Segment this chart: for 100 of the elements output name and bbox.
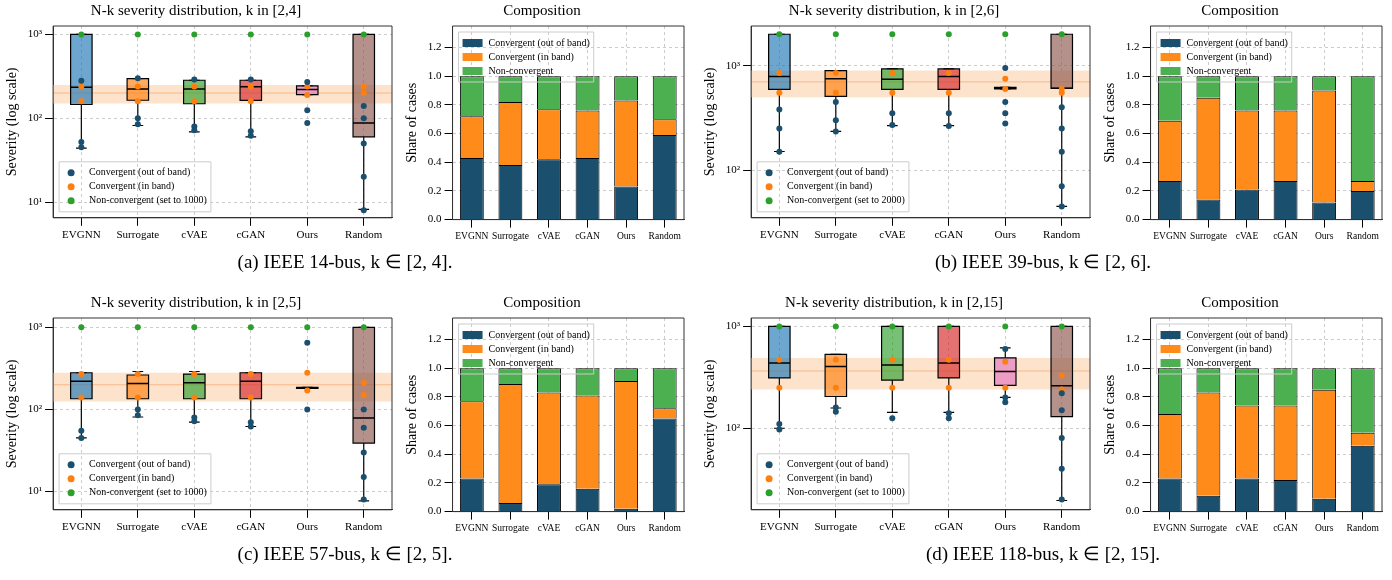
x-tick-label: Surrogate <box>116 228 160 241</box>
x-tick-label: cVAE <box>537 230 561 241</box>
legend-label: Convergent (out of band) <box>1186 328 1288 341</box>
legend-label: Convergent (out of band) <box>488 328 590 341</box>
x-tick-label: Ours <box>616 230 636 241</box>
y-tick-label: 0.0 <box>427 504 443 517</box>
y-tick-label: 0.6 <box>1125 418 1141 431</box>
legend-label: Non-convergent (set to 2000) <box>787 194 905 207</box>
x-tick-label: EVGNN <box>455 522 489 533</box>
x-tick-label: cGAN <box>575 522 601 533</box>
y-tick-label: 10³ <box>27 27 43 40</box>
y-axis-title: Share of cases <box>404 374 420 455</box>
x-tick-label: Ours <box>994 520 1016 533</box>
x-tick-label: Random <box>648 230 682 241</box>
chart-title: Composition <box>1201 1 1280 18</box>
y-tick-label: 0.0 <box>1125 212 1141 225</box>
x-tick-label: EVGNN <box>1153 522 1187 533</box>
x-tick-label: Random <box>648 522 682 533</box>
y-tick-label: 1.2 <box>427 332 442 345</box>
x-tick-label: cGAN <box>934 520 964 533</box>
y-tick-label: 0.6 <box>427 126 443 139</box>
y-axis-title: Severity (log scale) <box>4 359 21 469</box>
legend-label: Convergent (in band) <box>1186 342 1272 355</box>
chart-title: N-k severity distribution, k in [2,4] <box>90 1 302 18</box>
chart-title: N-k severity distribution, k in [2,6] <box>788 1 1000 18</box>
y-tick-label: 0.2 <box>427 475 442 488</box>
y-tick-label: 0.4 <box>1125 155 1141 168</box>
y-tick-label: 0.2 <box>1125 475 1140 488</box>
chart-title: Composition <box>503 1 582 18</box>
chart-title: Composition <box>503 293 582 310</box>
x-tick-label: cGAN <box>236 520 266 533</box>
x-tick-label: cVAE <box>879 520 906 533</box>
x-tick-label: Ours <box>296 520 318 533</box>
y-tick-label: 0.8 <box>427 389 443 402</box>
y-tick-label: 10² <box>725 163 741 176</box>
x-tick-label: cVAE <box>879 228 906 241</box>
y-tick-label: 10³ <box>27 320 43 333</box>
x-tick-label: Surrogate <box>1189 230 1227 241</box>
x-tick-label: Ours <box>296 228 318 241</box>
x-tick-label: cGAN <box>1273 230 1299 241</box>
x-tick-label: Ours <box>1314 230 1334 241</box>
y-axis-title: Severity (log scale) <box>702 67 719 177</box>
x-tick-label: Surrogate <box>814 228 858 241</box>
legend-label: Convergent (out of band) <box>89 458 191 471</box>
y-tick-label: 0.2 <box>1125 183 1140 196</box>
y-axis-title: Share of cases <box>404 82 420 163</box>
legend-label: Non-convergent <box>488 64 554 76</box>
legend-label: Convergent (in band) <box>787 472 873 485</box>
x-tick-label: cGAN <box>934 228 964 241</box>
y-axis-title: Severity (log scale) <box>4 67 21 177</box>
x-tick-label: Surrogate <box>814 520 858 533</box>
text: (c) IEEE 57-bus, k ∈ [2, 5]. <box>236 542 454 565</box>
y-tick-label: 10¹ <box>27 484 43 497</box>
legend-label: Convergent (out of band) <box>89 166 191 179</box>
y-tick-label: 1.0 <box>1125 69 1141 82</box>
y-tick-label: 10² <box>725 421 741 434</box>
y-tick-label: 0.2 <box>427 183 442 196</box>
x-tick-label: EVGNN <box>760 520 799 533</box>
legend-label: Non-convergent (set to 1000) <box>89 194 207 207</box>
legend-label: Convergent (in band) <box>1186 50 1272 63</box>
x-tick-label: Surrogate <box>116 520 160 533</box>
x-tick-label: Random <box>345 520 383 533</box>
legend-label: Convergent (in band) <box>787 180 873 193</box>
legend-label: Convergent (out of band) <box>1186 36 1288 49</box>
x-tick-label: Ours <box>994 228 1016 241</box>
chart-title: Composition <box>1201 293 1280 310</box>
x-tick-label: cVAE <box>537 522 561 533</box>
chart-title: N-k severity distribution, k in [2,15] <box>785 293 1003 310</box>
text: (d) IEEE 118-bus, k ∈ [2, 15]. <box>924 542 1162 565</box>
y-tick-label: 0.6 <box>1125 126 1141 139</box>
y-tick-label: 0.0 <box>1125 504 1141 517</box>
y-tick-label: 0.6 <box>427 418 443 431</box>
y-tick-label: 0.8 <box>427 97 443 110</box>
x-tick-label: cVAE <box>181 228 208 241</box>
y-tick-label: 0.4 <box>427 155 443 168</box>
x-tick-label: EVGNN <box>455 230 489 241</box>
y-tick-label: 10² <box>27 111 43 124</box>
y-tick-label: 10³ <box>725 58 741 71</box>
x-tick-label: Ours <box>616 522 636 533</box>
x-tick-label: cGAN <box>575 230 601 241</box>
legend-label: Convergent (in band) <box>488 50 574 63</box>
y-tick-label: 10³ <box>725 319 741 332</box>
legend-label: Non-convergent (set to 1000) <box>89 486 207 499</box>
x-tick-label: Random <box>1043 520 1081 533</box>
legend-label: Non-convergent <box>488 356 554 368</box>
text: (b) IEEE 39-bus, k ∈ [2, 6]. <box>934 250 1152 273</box>
x-tick-label: Surrogate <box>491 230 529 241</box>
y-tick-label: 1.2 <box>427 40 442 53</box>
x-tick-label: Surrogate <box>1189 522 1227 533</box>
legend-label: Convergent (in band) <box>488 342 574 355</box>
y-tick-label: 10¹ <box>27 195 43 207</box>
x-tick-label: Ours <box>1314 522 1334 533</box>
y-axis-title: Share of cases <box>1102 82 1118 163</box>
x-tick-label: EVGNN <box>62 228 101 241</box>
y-tick-label: 1.2 <box>1125 332 1140 345</box>
legend-label: Non-convergent <box>1186 356 1252 368</box>
y-tick-label: 10² <box>27 402 43 415</box>
y-tick-label: 0.8 <box>1125 389 1141 402</box>
y-tick-label: 0.4 <box>1125 447 1141 460</box>
x-tick-label: EVGNN <box>760 228 799 241</box>
